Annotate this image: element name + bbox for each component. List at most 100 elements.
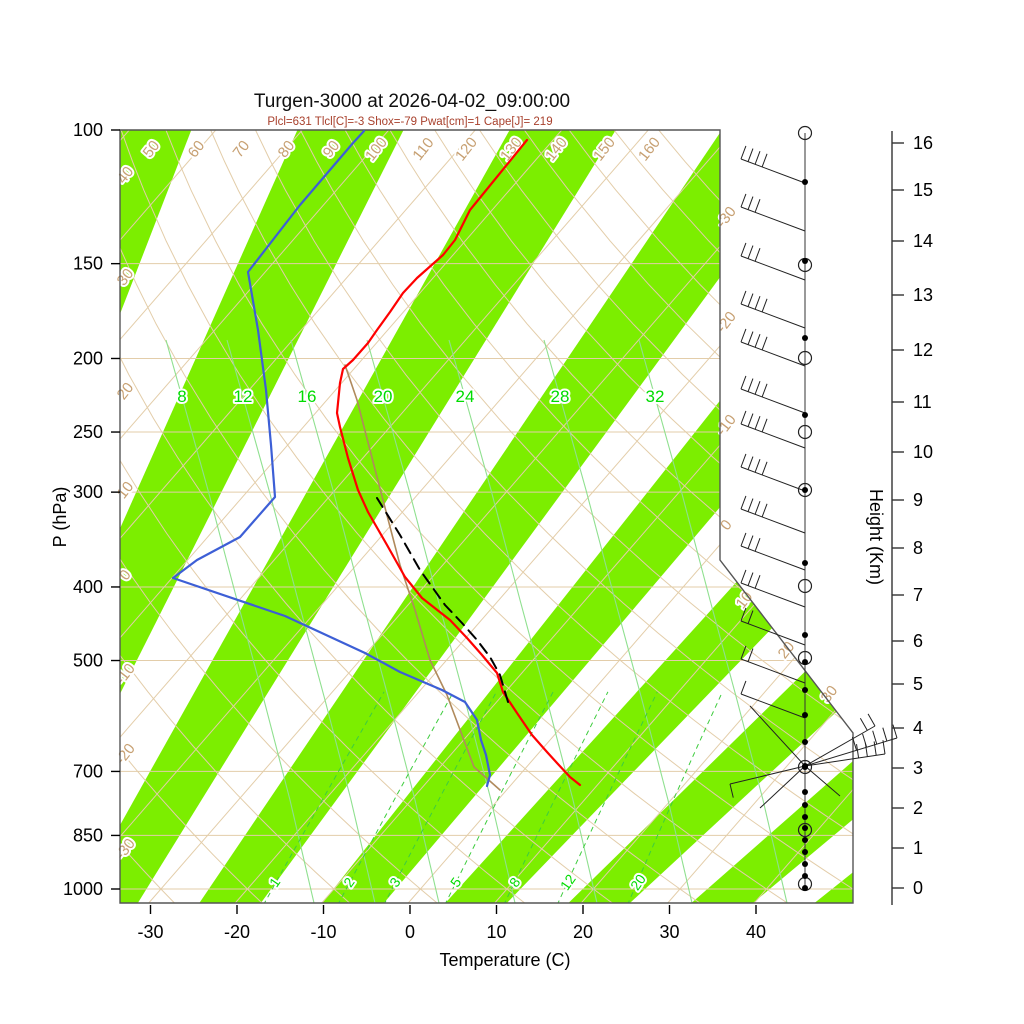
mixing-ratio-line bbox=[556, 691, 658, 903]
moist-adiabat-line bbox=[638, 339, 788, 903]
level-marker-circle bbox=[797, 822, 813, 838]
moist-adiabat-label: 20 bbox=[374, 387, 393, 406]
wind-barb-feather bbox=[892, 724, 898, 739]
wind-barb-shaft bbox=[740, 658, 806, 684]
dry-adiabat-line bbox=[120, 130, 616, 903]
temperature-tick-label: 0 bbox=[405, 922, 415, 942]
dewpoint-curve bbox=[171, 130, 492, 788]
wind-barb-feather bbox=[740, 569, 747, 584]
dry-adiabat-label: -10 bbox=[112, 660, 139, 688]
green-stripe bbox=[938, 130, 1024, 903]
wind-barb-feather bbox=[754, 458, 761, 473]
wind-barb-feather bbox=[859, 717, 868, 731]
pressure-tick-label: 300 bbox=[73, 482, 103, 502]
level-marker-circle bbox=[797, 424, 813, 440]
wind-barb-feather bbox=[747, 293, 754, 307]
isotherm-line bbox=[120, 130, 390, 903]
wind-barb-feather bbox=[761, 418, 768, 433]
level-marker-dot bbox=[802, 789, 808, 795]
level-marker-dot bbox=[802, 764, 808, 770]
height-tick-label: 4 bbox=[913, 718, 923, 738]
height-tick-label: 13 bbox=[913, 285, 933, 305]
wind-barb-feather bbox=[867, 713, 876, 727]
dry-adiabat-line bbox=[165, 130, 853, 903]
temperature-tick-label: 20 bbox=[573, 922, 593, 942]
wind-barb-shaft bbox=[804, 725, 876, 767]
mixing-ratio-line bbox=[626, 691, 723, 903]
pressure-tick-label: 150 bbox=[73, 254, 103, 274]
dry-adiabat-line bbox=[120, 130, 791, 903]
wind-barb-feather bbox=[754, 500, 761, 515]
dry-adiabat-label: 110 bbox=[409, 135, 437, 164]
wind-barb-feather bbox=[754, 333, 761, 348]
level-marker-dot bbox=[802, 258, 808, 264]
height-tick-label: 2 bbox=[913, 798, 923, 818]
wind-barb-feather bbox=[761, 336, 768, 351]
level-marker-dot bbox=[802, 825, 808, 831]
level-marker-circle bbox=[797, 125, 813, 141]
wind-barb-feather bbox=[851, 736, 857, 751]
green-stripe bbox=[568, 130, 853, 903]
wind-barb-shaft bbox=[804, 737, 898, 767]
level-marker-dot bbox=[802, 659, 808, 665]
mixing-ratio-label: 12 bbox=[557, 871, 579, 893]
level-marker-ring bbox=[797, 482, 813, 498]
height-tick-label: 5 bbox=[913, 674, 923, 694]
isotherm-line bbox=[120, 130, 736, 903]
wind-barb-feather bbox=[747, 610, 754, 624]
pressure-tick-label: 250 bbox=[73, 422, 103, 442]
level-marker-dot bbox=[802, 412, 808, 418]
wind-barb-feather bbox=[740, 328, 747, 343]
green-stripe bbox=[322, 130, 853, 903]
wind-barb-shaft bbox=[740, 582, 806, 608]
dry-adiabat-label: 60 bbox=[185, 137, 209, 161]
height-tick-label: 16 bbox=[913, 133, 933, 153]
height-tick-label: 6 bbox=[913, 631, 923, 651]
height-tick-label: 3 bbox=[913, 758, 923, 778]
temperature-tick-label: -20 bbox=[224, 922, 250, 942]
dry-adiabat-line bbox=[479, 130, 853, 903]
moist-adiabat-label: 24 bbox=[456, 387, 475, 406]
dry-adiabat-label: 120 bbox=[452, 134, 481, 164]
level-marker-dot bbox=[802, 802, 808, 808]
wind-barb-feather bbox=[761, 298, 768, 313]
wind-barb-shaft bbox=[740, 466, 806, 492]
temperature-curve bbox=[335, 138, 582, 787]
temperature-tick-label: 30 bbox=[659, 922, 679, 942]
wind-barb-feather bbox=[747, 331, 754, 345]
moist-adiabat-line bbox=[366, 339, 516, 903]
dry-adiabat-line bbox=[120, 130, 528, 903]
level-marker-ring bbox=[797, 759, 813, 775]
level-marker-dot bbox=[802, 632, 808, 638]
level-marker-circle bbox=[797, 350, 813, 366]
wind-barb-feather bbox=[740, 145, 747, 160]
wind-barb-feather bbox=[872, 730, 878, 745]
wind-barb-feather bbox=[754, 198, 761, 213]
isotherm-line bbox=[120, 130, 303, 903]
green-stripe bbox=[120, 130, 616, 903]
wind-barb-feather bbox=[740, 532, 747, 547]
sounding-curves bbox=[171, 130, 582, 791]
chart-subtitle-indices: Plcl=631 Tlcl[C]=-3 Shox=-79 Pwat[cm]=1 … bbox=[267, 116, 552, 128]
isotherm-line bbox=[120, 130, 563, 903]
wind-barb-feather bbox=[729, 783, 734, 798]
height-tick-label: 12 bbox=[913, 340, 933, 360]
temperature-axis-label: Temperature (C) bbox=[439, 950, 570, 970]
wind-barb-shaft bbox=[740, 693, 806, 719]
level-marker-dot bbox=[802, 487, 808, 493]
parcel-ascent-curve bbox=[376, 497, 509, 703]
mixing-ratio-line bbox=[444, 691, 554, 903]
pressure-axis-label: P (hPa) bbox=[50, 487, 70, 548]
dry-adiabat-line bbox=[255, 130, 853, 903]
isotherm-label: -20 bbox=[713, 308, 740, 336]
wind-barb-shaft bbox=[740, 620, 806, 646]
moist-adiabat-line bbox=[290, 339, 440, 903]
wind-barb-shaft bbox=[740, 508, 806, 534]
isotherm-label: 20 bbox=[775, 638, 799, 662]
wind-barb-feather bbox=[747, 498, 754, 512]
temperature-tick-label: 10 bbox=[486, 922, 506, 942]
moist-adiabat-line bbox=[226, 339, 376, 903]
level-marker-dot bbox=[802, 179, 808, 185]
